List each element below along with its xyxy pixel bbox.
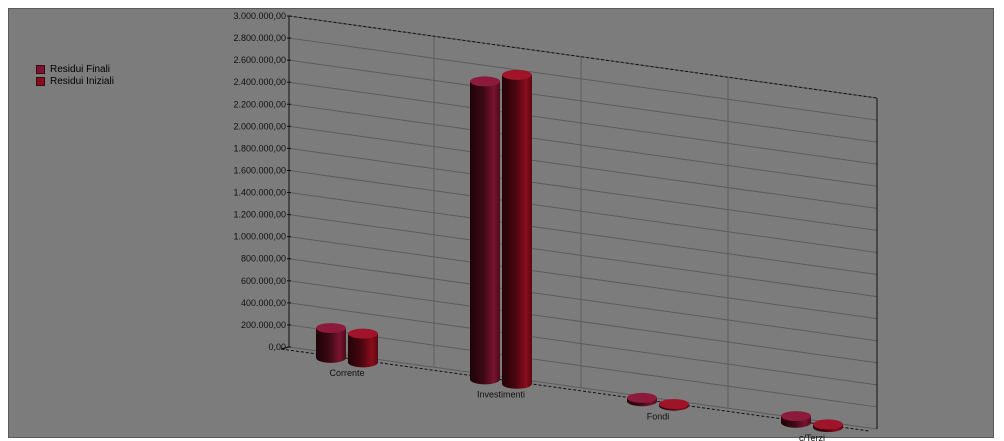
y-tick-label: 1.600.000,00 [233,165,286,175]
legend-label-residui-finali: Residui Finali [50,63,111,75]
gridline [288,302,878,386]
gridline [288,192,878,276]
gridline [288,81,878,165]
chart-frame [8,8,994,438]
bar-top [348,328,378,339]
bar-top [316,323,346,334]
bar-top [781,411,811,422]
gridline [288,169,878,253]
x-tick-label: Fondi [647,411,670,421]
bar-top [470,76,500,87]
bar-top [627,392,657,403]
y-tick-label: 1.200.000,00 [233,210,286,220]
legend-label-residui-iniziali: Residui Iniziali [50,75,114,87]
legend-swatch-residui-iniziali [36,76,45,86]
gridline [288,258,878,342]
legend-swatch-residui-finali [36,64,45,74]
bars [316,69,843,433]
y-tick-label: 600.000,00 [241,276,286,286]
gridline [288,280,878,364]
y-tick-label: 1.800.000,00 [233,143,286,153]
gridline [288,37,878,121]
y-tick-label: 400.000,00 [241,298,286,308]
legend-item-residui-finali: Residui Finali [36,63,114,75]
y-tick-label: 2.400.000,00 [233,77,286,87]
gridline [288,324,878,408]
gridline [288,214,878,298]
legend-item-residui-iniziali: Residui Iniziali [36,75,114,87]
y-tick-label: 800.000,00 [241,254,286,264]
gridline [288,59,878,143]
y-tick-label: 2.600.000,00 [233,55,286,65]
y-tick-label: 2.200.000,00 [233,99,286,109]
x-axis [280,348,870,432]
bar-top [659,399,689,410]
gridline [288,103,878,187]
y-tick-label: 0,00 [268,342,286,352]
bar-residui-finali [316,328,346,363]
bar-top [502,69,532,80]
y-tick-label: 2.800.000,00 [233,33,286,43]
y-tick-label: 3.000.000,00 [233,11,286,21]
x-tick-label: Investimenti [477,390,525,400]
x-tick-label: c/Terzi [799,433,825,441]
legend: Residui Finali Residui Iniziali [36,63,114,87]
bar-residui-iniziali [348,333,378,368]
gridline [288,125,878,209]
gridline [288,236,878,320]
grid [288,15,878,430]
labels: 0,00 200.000,00 400.000,00 600.000,00 800.00… [233,11,825,441]
gridline [288,147,878,231]
y-tick-label: 1.400.000,00 [233,188,286,198]
bar-residui-finali [470,81,500,385]
gridline [288,346,878,430]
x-tick-label: Corrente [329,368,364,378]
y-tick-label: 1.000.000,00 [233,232,286,242]
floor-left-edge [280,346,290,350]
bar-top [813,419,843,430]
y-tick-label: 200.000,00 [241,320,286,330]
bar-residui-iniziali [502,74,532,389]
axes [280,15,878,432]
y-tick-label: 2.000.000,00 [233,121,286,131]
plot-top-edge [288,15,878,99]
